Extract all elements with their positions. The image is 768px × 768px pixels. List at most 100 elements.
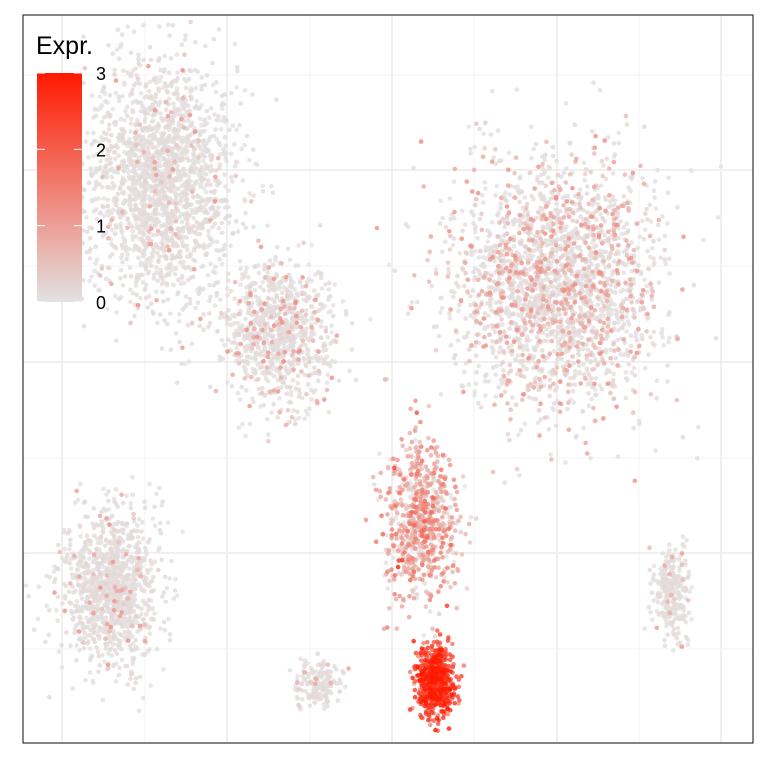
data-point xyxy=(305,352,310,357)
data-point xyxy=(119,32,125,37)
data-point xyxy=(74,643,79,648)
data-point xyxy=(94,151,100,157)
data-point xyxy=(119,657,125,663)
data-point xyxy=(216,225,222,231)
data-point xyxy=(567,375,573,381)
data-point xyxy=(562,194,568,199)
data-point xyxy=(162,53,167,59)
data-point xyxy=(113,293,118,299)
data-point xyxy=(140,197,145,203)
data-point xyxy=(588,455,593,461)
data-point xyxy=(652,343,657,348)
data-point xyxy=(243,348,248,354)
data-point xyxy=(615,337,620,343)
data-point xyxy=(466,382,472,388)
data-point xyxy=(270,262,276,268)
data-point xyxy=(191,248,197,253)
data-point xyxy=(109,227,115,233)
data-point xyxy=(213,89,219,95)
data-point xyxy=(684,538,689,543)
data-point xyxy=(88,633,93,638)
data-point xyxy=(391,555,396,561)
data-point xyxy=(81,646,87,651)
data-point xyxy=(563,101,569,106)
data-point xyxy=(578,305,583,310)
data-point xyxy=(160,499,165,504)
data-point xyxy=(522,421,528,427)
data-point xyxy=(114,521,120,527)
data-point xyxy=(586,403,592,409)
data-point xyxy=(471,221,476,226)
data-point xyxy=(167,637,173,643)
data-point xyxy=(193,305,198,311)
data-point xyxy=(473,226,478,232)
data-point xyxy=(186,264,191,270)
data-point xyxy=(92,283,98,288)
data-point xyxy=(184,243,190,249)
data-point xyxy=(67,542,73,547)
data-point xyxy=(597,383,603,388)
data-point xyxy=(452,215,457,221)
data-point xyxy=(133,98,138,104)
data-point xyxy=(152,523,158,528)
data-point xyxy=(224,321,230,327)
data-point xyxy=(541,197,547,203)
data-point xyxy=(616,235,622,241)
data-point xyxy=(680,534,686,539)
data-point xyxy=(135,534,141,540)
data-point xyxy=(202,143,208,149)
data-point xyxy=(591,325,596,330)
data-point xyxy=(318,335,324,340)
data-point xyxy=(299,696,305,702)
data-point xyxy=(130,573,135,578)
data-point xyxy=(535,420,541,426)
data-point xyxy=(203,189,209,195)
data-point xyxy=(137,100,142,105)
data-point xyxy=(292,287,298,292)
data-point xyxy=(157,312,163,317)
data-point xyxy=(637,234,643,240)
data-point xyxy=(218,297,223,303)
data-point xyxy=(184,235,189,240)
data-point xyxy=(139,529,144,534)
data-point xyxy=(578,248,584,253)
data-point xyxy=(118,221,123,227)
data-point xyxy=(265,270,271,275)
data-point xyxy=(341,670,347,676)
data-point xyxy=(513,357,519,363)
data-point xyxy=(654,378,660,384)
data-point xyxy=(116,153,121,158)
data-point xyxy=(97,140,102,146)
data-point xyxy=(153,289,159,295)
data-point xyxy=(133,66,138,71)
data-point xyxy=(124,633,130,639)
data-point xyxy=(456,308,461,314)
data-point xyxy=(168,56,174,61)
data-point xyxy=(166,262,172,268)
data-point xyxy=(88,166,93,171)
data-point xyxy=(124,113,130,119)
data-point xyxy=(559,262,564,268)
data-point xyxy=(230,123,236,128)
data-point xyxy=(371,482,377,487)
data-point xyxy=(675,625,681,631)
data-point xyxy=(144,551,149,557)
data-point xyxy=(554,361,559,367)
data-point xyxy=(113,679,119,684)
data-point xyxy=(219,106,225,111)
data-point xyxy=(650,245,655,251)
data-point xyxy=(186,359,192,364)
data-point xyxy=(129,147,135,153)
data-point xyxy=(332,282,338,287)
data-point xyxy=(476,255,482,260)
data-point xyxy=(498,345,503,350)
data-point xyxy=(74,657,79,663)
data-point xyxy=(302,658,308,663)
data-point xyxy=(269,410,274,415)
data-point xyxy=(469,252,474,257)
data-point xyxy=(79,596,85,601)
data-point xyxy=(664,554,669,560)
data-point xyxy=(51,569,57,574)
data-point xyxy=(582,177,587,183)
data-point xyxy=(225,278,231,283)
